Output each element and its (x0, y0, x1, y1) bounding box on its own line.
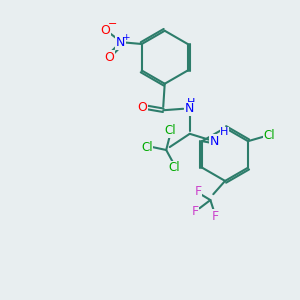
Text: Cl: Cl (169, 161, 180, 174)
Text: O: O (104, 51, 114, 64)
Text: H: H (187, 98, 195, 109)
Text: Cl: Cl (141, 141, 153, 154)
Text: N: N (116, 36, 125, 49)
Text: F: F (191, 205, 199, 218)
Text: O: O (138, 101, 148, 114)
Text: +: + (122, 33, 130, 42)
Text: Cl: Cl (164, 124, 176, 137)
Text: Cl: Cl (263, 129, 275, 142)
Text: F: F (212, 210, 219, 223)
Text: O: O (100, 24, 110, 37)
Text: H: H (220, 127, 228, 137)
Text: F: F (194, 185, 202, 198)
Text: N: N (185, 102, 194, 115)
Text: −: − (108, 19, 118, 29)
Text: N: N (210, 135, 220, 148)
